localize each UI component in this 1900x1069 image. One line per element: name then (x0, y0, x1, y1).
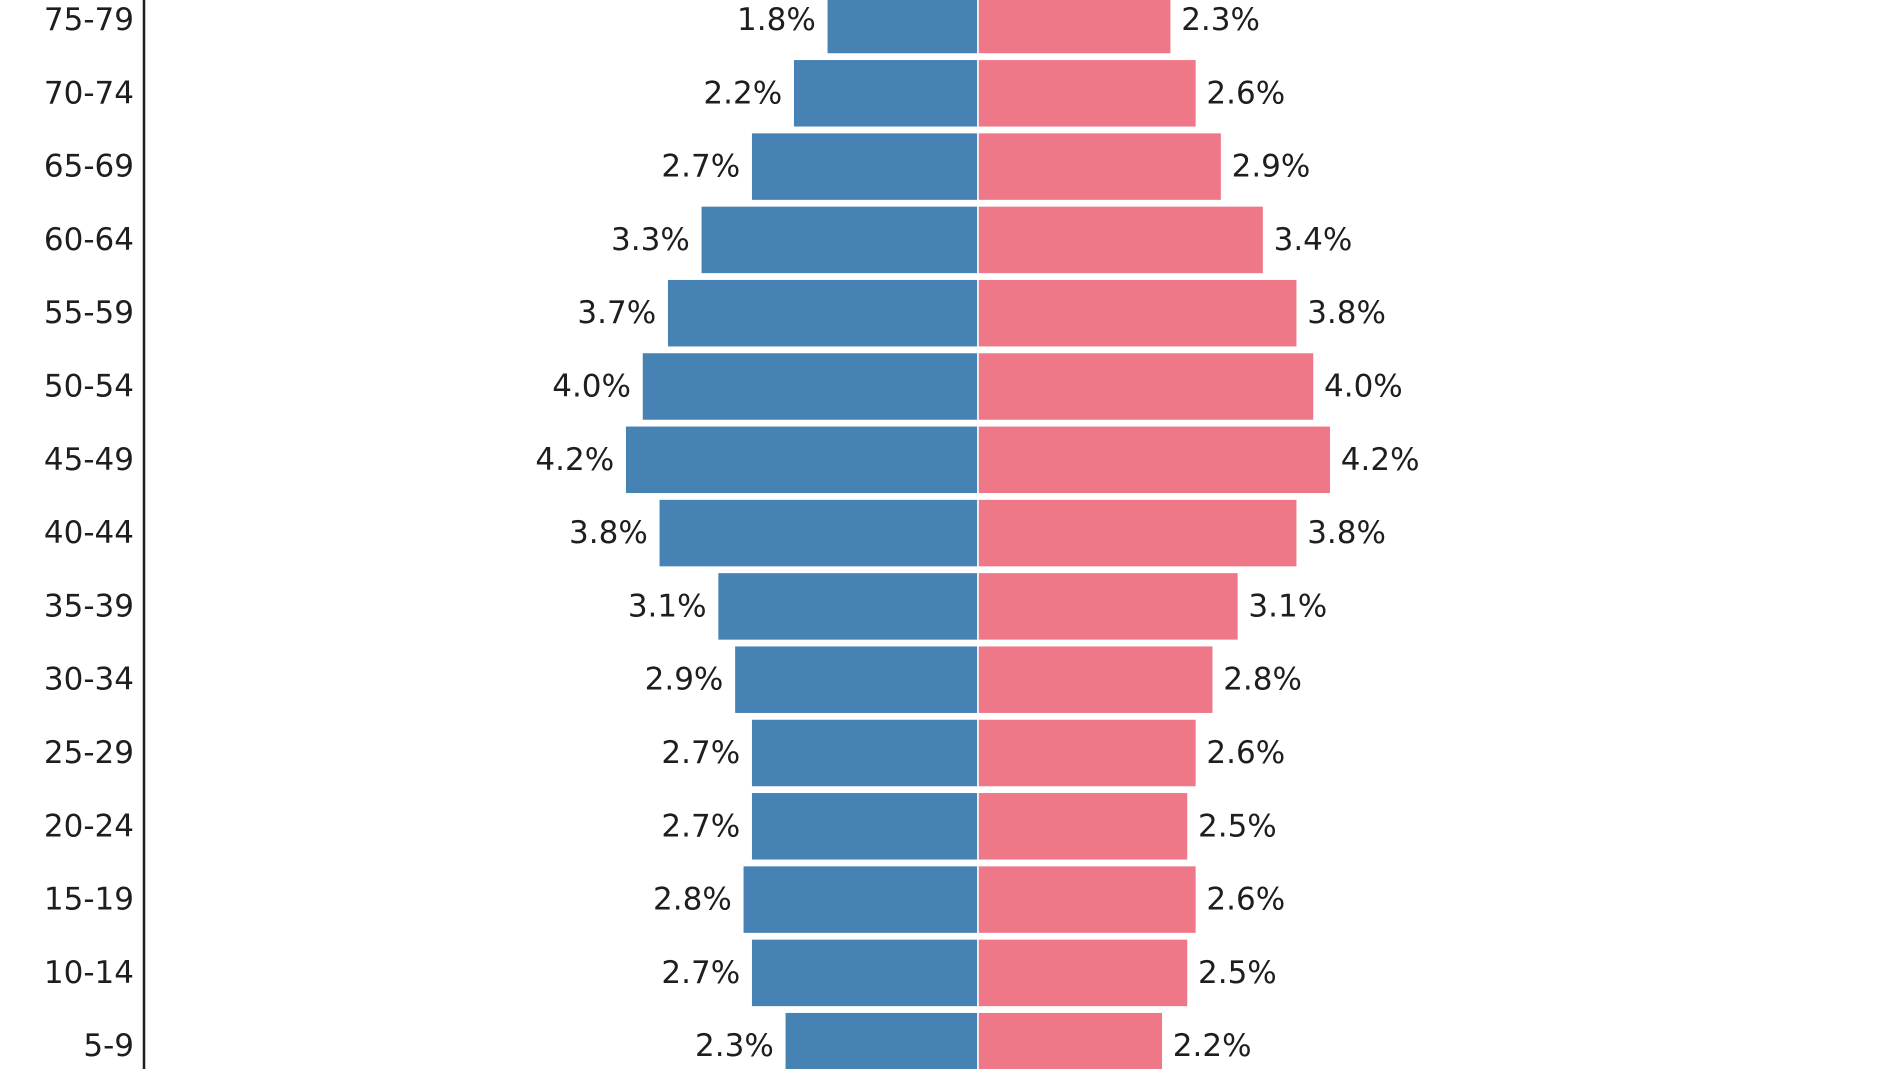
bar-right-10-14 (977, 938, 1189, 1008)
bar-right-5-9 (977, 1011, 1164, 1069)
bar-left-15-19 (742, 864, 979, 935)
age-tick-labels: 75-79 70-74 65-69 60-64 55-59 50-54 45-49 40-44… (44, 2, 134, 1064)
value-label-left-20-24: 2.7% (661, 808, 740, 844)
bar-right-35-39 (977, 571, 1240, 642)
value-label-right-45-49: 4.2% (1341, 442, 1420, 478)
bar-right-70-74 (977, 58, 1198, 129)
value-label-right-10-14: 2.5% (1198, 955, 1277, 991)
bars-layer (624, 0, 1332, 1069)
value-label-left-55-59: 3.7% (577, 295, 656, 331)
value-label-right-5-9: 2.2% (1173, 1028, 1252, 1064)
bar-left-60-64 (700, 205, 979, 275)
bar-left-55-59 (666, 278, 979, 348)
bar-right-30-34 (977, 644, 1214, 715)
age-tick-10-14: 10-14 (44, 955, 134, 991)
bar-left-45-49 (624, 425, 979, 495)
age-tick-25-29: 25-29 (44, 735, 134, 771)
value-label-right-20-24: 2.5% (1198, 808, 1277, 844)
bar-right-25-29 (977, 718, 1198, 788)
value-label-right-60-64: 3.4% (1274, 222, 1353, 258)
value-label-left-40-44: 3.8% (569, 515, 648, 551)
age-tick-60-64: 60-64 (44, 222, 134, 258)
bar-right-50-54 (977, 351, 1315, 422)
bar-left-75-79 (826, 0, 979, 55)
value-label-right-65-69: 2.9% (1232, 149, 1311, 185)
bar-left-10-14 (750, 938, 979, 1008)
value-label-left-25-29: 2.7% (661, 735, 740, 771)
value-label-right-70-74: 2.6% (1206, 75, 1285, 111)
value-label-left-65-69: 2.7% (661, 149, 740, 185)
value-label-right-55-59: 3.8% (1307, 295, 1386, 331)
bar-left-70-74 (792, 58, 979, 129)
value-label-left-30-34: 2.9% (645, 662, 724, 698)
value-label-right-50-54: 4.0% (1324, 369, 1403, 405)
value-label-right-40-44: 3.8% (1307, 515, 1386, 551)
age-tick-15-19: 15-19 (44, 882, 134, 918)
age-tick-5-9: 5-9 (83, 1028, 134, 1064)
bar-left-40-44 (658, 498, 979, 568)
value-label-left-50-54: 4.0% (552, 369, 631, 405)
bar-right-75-79 (977, 0, 1172, 55)
value-label-left-75-79: 1.8% (737, 2, 816, 38)
bar-right-55-59 (977, 278, 1298, 348)
bar-left-5-9 (784, 1011, 979, 1069)
age-tick-55-59: 55-59 (44, 295, 134, 331)
value-label-right-35-39: 3.1% (1248, 588, 1327, 624)
bar-right-20-24 (977, 791, 1189, 862)
value-label-left-70-74: 2.2% (703, 75, 782, 111)
value-label-left-15-19: 2.8% (653, 882, 732, 918)
age-tick-45-49: 45-49 (44, 442, 134, 478)
bar-left-25-29 (750, 718, 979, 788)
bar-left-65-69 (750, 131, 979, 202)
value-label-right-15-19: 2.6% (1206, 882, 1285, 918)
age-tick-65-69: 65-69 (44, 149, 134, 185)
value-label-right-30-34: 2.8% (1223, 662, 1302, 698)
age-tick-75-79: 75-79 (44, 2, 134, 38)
age-tick-35-39: 35-39 (44, 588, 134, 624)
value-labels-layer: 1.8% 2.3% 2.2% 2.6% 2.7% 2.9% 3.3% 3.4% 3.7% 3.8%… (535, 2, 1419, 1064)
value-label-left-5-9: 2.3% (695, 1028, 774, 1064)
bar-left-35-39 (716, 571, 979, 642)
value-label-right-75-79: 2.3% (1181, 2, 1260, 38)
value-label-left-45-49: 4.2% (535, 442, 614, 478)
bar-left-50-54 (641, 351, 979, 422)
value-label-left-60-64: 3.3% (611, 222, 690, 258)
bar-left-20-24 (750, 791, 979, 862)
age-tick-40-44: 40-44 (44, 515, 134, 551)
age-tick-50-54: 50-54 (44, 369, 134, 405)
age-tick-70-74: 70-74 (44, 75, 134, 111)
bar-right-40-44 (977, 498, 1298, 568)
value-label-left-10-14: 2.7% (661, 955, 740, 991)
bar-right-15-19 (977, 864, 1198, 935)
age-tick-20-24: 20-24 (44, 808, 134, 844)
value-label-left-35-39: 3.1% (628, 588, 707, 624)
bar-right-45-49 (977, 425, 1332, 495)
bar-right-65-69 (977, 131, 1223, 202)
age-tick-30-34: 30-34 (44, 662, 134, 698)
value-label-right-25-29: 2.6% (1206, 735, 1285, 771)
bar-left-30-34 (733, 644, 979, 715)
bar-right-60-64 (977, 205, 1265, 275)
